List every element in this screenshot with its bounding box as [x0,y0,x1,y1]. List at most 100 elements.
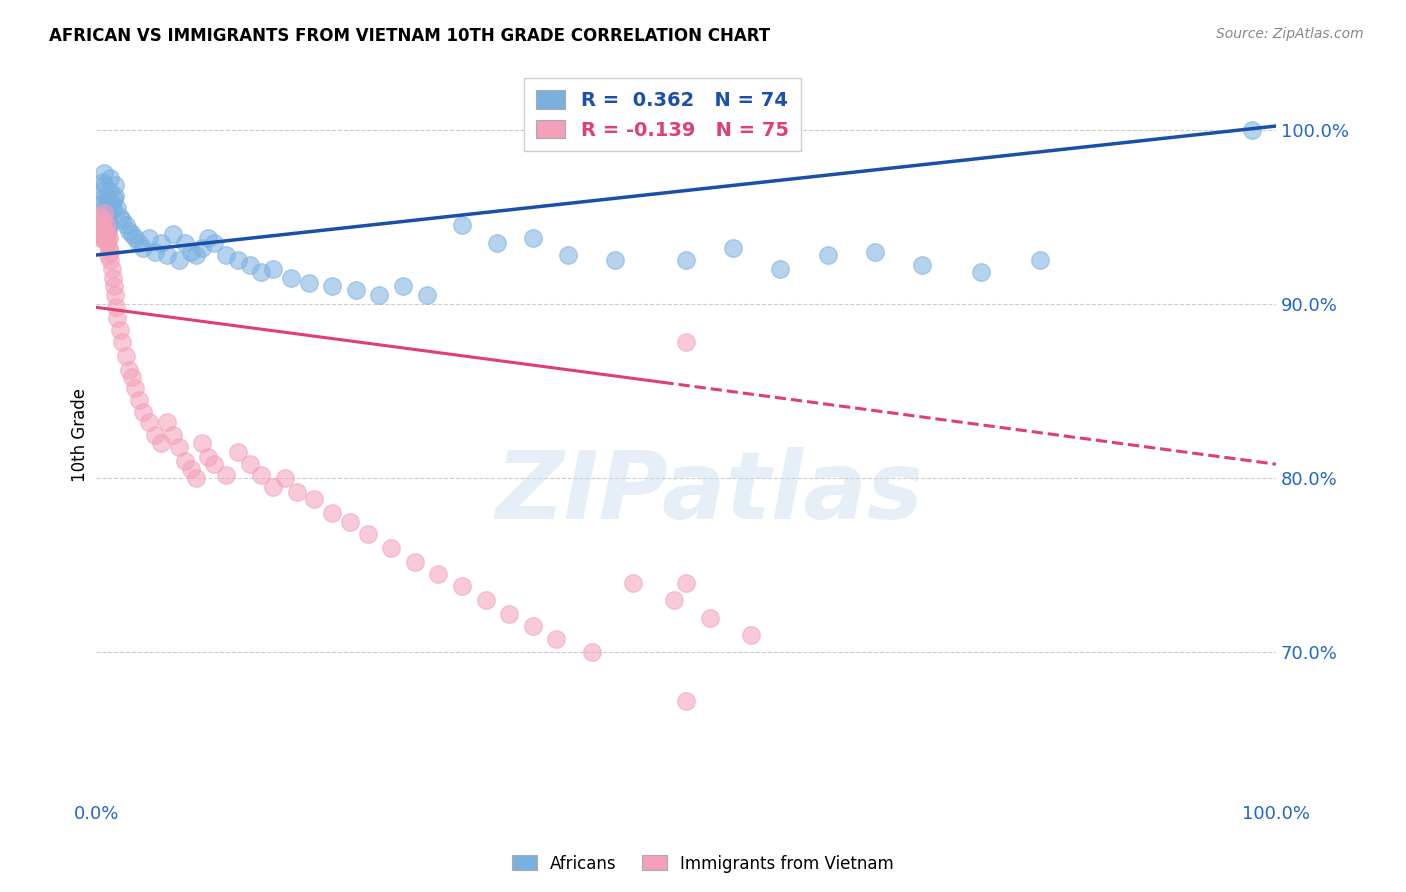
Point [427,567,450,582]
Point [226,253,249,268]
Point [404,555,426,569]
Point [97,224,120,238]
Point [186,248,208,262]
Point [91,227,114,241]
Point [522,619,544,633]
Point [132,405,155,419]
Point [89,230,111,244]
Point [262,262,284,277]
Point [498,607,520,621]
Point [104,188,127,202]
Point [344,283,367,297]
Point [104,288,127,302]
Point [98,184,121,198]
Point [368,288,391,302]
Point [415,288,437,302]
Point [723,241,745,255]
Point [89,227,111,241]
Point [91,219,114,233]
Point [103,279,125,293]
Point [250,467,273,482]
Point [675,575,697,590]
Text: ZIPatlas: ZIPatlas [495,447,924,539]
Point [108,210,131,224]
Point [197,230,219,244]
Point [91,192,114,206]
Point [98,219,121,233]
Point [474,593,496,607]
Point [173,453,195,467]
Point [664,593,686,607]
Point [87,224,110,238]
Point [91,213,114,227]
Point [100,195,122,210]
Point [285,485,308,500]
Point [451,219,474,233]
Point [118,363,141,377]
Point [180,244,202,259]
Point [1029,253,1052,268]
Point [699,610,721,624]
Point [107,201,129,215]
Text: AFRICAN VS IMMIGRANTS FROM VIETNAM 10TH GRADE CORRELATION CHART: AFRICAN VS IMMIGRANTS FROM VIETNAM 10TH … [49,27,770,45]
Point [238,259,260,273]
Point [111,335,134,350]
Point [91,184,114,198]
Point [96,192,118,206]
Point [98,206,121,220]
Point [103,192,125,206]
Point [392,279,415,293]
Point [94,201,117,215]
Point [101,270,124,285]
Point [91,195,114,210]
Point [675,694,697,708]
Point [121,227,143,241]
Point [128,392,150,407]
Point [769,262,792,277]
Point [156,248,179,262]
Point [94,219,117,233]
Point [124,380,146,394]
Point [93,230,115,244]
Point [105,301,128,315]
Point [356,527,378,541]
Point [150,436,173,450]
Point [250,265,273,279]
Y-axis label: 10th Grade: 10th Grade [72,387,89,482]
Point [304,491,326,506]
Point [94,224,117,238]
Point [156,416,179,430]
Point [96,227,118,241]
Point [557,248,579,262]
Point [180,462,202,476]
Point [162,427,184,442]
Point [90,210,112,224]
Point [321,506,343,520]
Point [104,178,127,193]
Point [1241,122,1264,136]
Point [100,262,122,277]
Point [91,230,114,244]
Point [911,259,934,273]
Point [238,457,260,471]
Point [98,253,121,268]
Point [94,227,117,241]
Point [202,235,225,250]
Point [114,219,136,233]
Point [138,416,160,430]
Point [321,279,343,293]
Point [97,230,120,244]
Point [97,248,120,262]
Point [90,210,112,224]
Point [150,235,173,250]
Point [262,480,284,494]
Point [114,349,136,363]
Point [621,575,644,590]
Point [91,175,114,189]
Point [143,427,166,442]
Point [93,219,115,233]
Point [380,541,402,555]
Point [486,235,509,250]
Point [118,224,141,238]
Point [96,235,118,250]
